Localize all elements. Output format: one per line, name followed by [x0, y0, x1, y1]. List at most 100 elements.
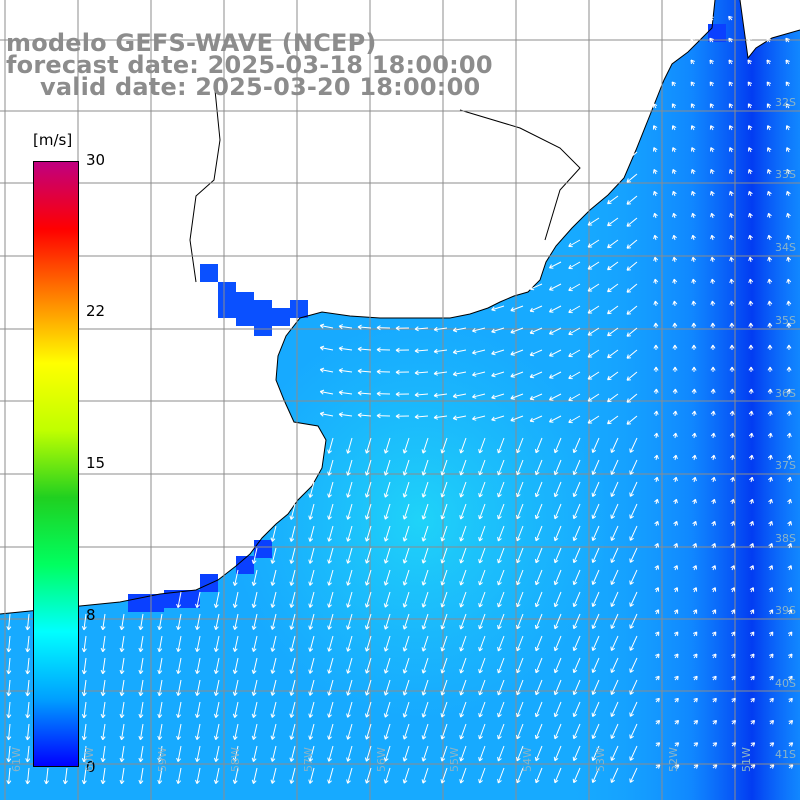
wind-arrow — [748, 168, 753, 175]
wind-arrow — [6, 679, 12, 697]
wind-arrow — [654, 476, 659, 483]
wind-arrow — [402, 701, 410, 718]
wind-arrow — [529, 393, 543, 401]
wind-arrow — [459, 767, 467, 784]
wind-arrow — [568, 393, 581, 402]
wind-arrow — [364, 437, 372, 454]
wind-arrow — [478, 591, 486, 608]
wind-arrow — [731, 764, 737, 769]
wind-arrow — [711, 476, 716, 483]
wind-arrow — [548, 305, 562, 313]
wind-arrow — [786, 147, 791, 153]
wind-arrow — [548, 261, 562, 269]
wind-arrow — [767, 212, 772, 219]
wind-arrow — [364, 635, 372, 652]
colorbar-tick-22: 22 — [86, 302, 106, 320]
wind-arrow — [478, 701, 486, 718]
wind-arrow — [402, 437, 410, 454]
coastal-cell — [254, 540, 272, 558]
wind-arrow — [534, 767, 543, 784]
wind-arrow — [768, 565, 773, 571]
wind-arrow — [491, 349, 505, 356]
wind-arrow — [629, 525, 638, 541]
wind-arrow — [516, 569, 524, 586]
colorbar-tick-15: 15 — [86, 454, 106, 472]
wind-arrow — [730, 498, 735, 505]
wind-arrow — [710, 388, 716, 395]
land-mass — [0, 0, 715, 614]
wind-arrow — [289, 723, 296, 740]
wind-arrow — [421, 613, 429, 630]
wind-arrow — [710, 190, 715, 197]
wind-arrow — [81, 613, 87, 631]
wind-arrow — [766, 103, 772, 109]
wind-arrow — [767, 300, 773, 307]
wind-arrow — [768, 476, 773, 483]
wind-arrow — [346, 437, 353, 454]
wind-arrow — [364, 569, 372, 586]
wind-arrow — [786, 212, 791, 219]
wind-arrow — [629, 459, 638, 475]
wind-arrow — [787, 498, 792, 505]
wind-arrow — [327, 723, 334, 740]
wind-arrow — [607, 393, 619, 403]
wind-arrow — [440, 525, 448, 542]
wind-arrow — [270, 591, 277, 608]
border-line — [189, 89, 221, 283]
wind-arrow — [568, 371, 581, 380]
wind-arrow — [653, 388, 659, 395]
wind-arrow — [81, 723, 87, 741]
wind-arrow — [591, 635, 600, 652]
wind-arrow — [786, 454, 792, 461]
wind-arrow — [691, 212, 696, 219]
wind-arrow — [327, 547, 334, 564]
wind-arrow — [357, 390, 372, 396]
wind-arrow — [497, 503, 505, 520]
wind-arrow — [100, 613, 106, 631]
wind-arrow — [653, 278, 659, 285]
wind-arrow — [364, 503, 372, 520]
wind-arrow — [100, 723, 106, 741]
wind-arrow — [786, 344, 792, 351]
wind-arrow — [119, 657, 125, 675]
wind-arrow — [610, 591, 619, 608]
wind-arrow — [270, 723, 277, 740]
wind-arrow — [591, 503, 600, 520]
wind-arrow — [786, 432, 792, 439]
wind-arrow — [750, 697, 755, 703]
wind-arrow — [748, 322, 754, 329]
wind-arrow — [308, 635, 315, 652]
wind-arrow — [402, 613, 410, 630]
wind-arrow — [591, 657, 600, 674]
wind-arrow — [654, 587, 660, 593]
wind-arrow — [748, 190, 753, 197]
wind-arrow — [319, 345, 334, 351]
coastal-cell — [218, 300, 236, 318]
wind-arrow — [767, 432, 773, 439]
wind-arrow — [711, 631, 717, 637]
wind-arrow — [157, 679, 163, 697]
coastal-cell — [254, 318, 272, 336]
wind-arrow — [270, 657, 277, 674]
wind-arrow — [607, 415, 619, 425]
coastal-cell — [236, 308, 254, 326]
wind-arrow — [587, 305, 600, 314]
wind-arrow — [319, 367, 334, 373]
wind-arrow — [81, 745, 87, 763]
wind-arrow — [747, 103, 753, 109]
wind-arrow — [433, 348, 448, 354]
wind-arrow — [157, 613, 163, 631]
wind-arrow — [289, 679, 296, 696]
wind-arrow — [383, 767, 391, 784]
wind-arrow — [478, 635, 486, 652]
wind-arrow — [712, 742, 718, 747]
wind-arrow — [176, 635, 182, 653]
wind-arrow — [510, 327, 524, 334]
wind-arrow — [516, 701, 524, 718]
wind-arrow — [497, 481, 505, 498]
wind-arrow — [587, 261, 600, 270]
wind-arrow — [459, 635, 467, 652]
wind-arrow — [459, 591, 467, 608]
wind-arrow — [414, 348, 429, 354]
wind-arrow — [478, 459, 486, 476]
